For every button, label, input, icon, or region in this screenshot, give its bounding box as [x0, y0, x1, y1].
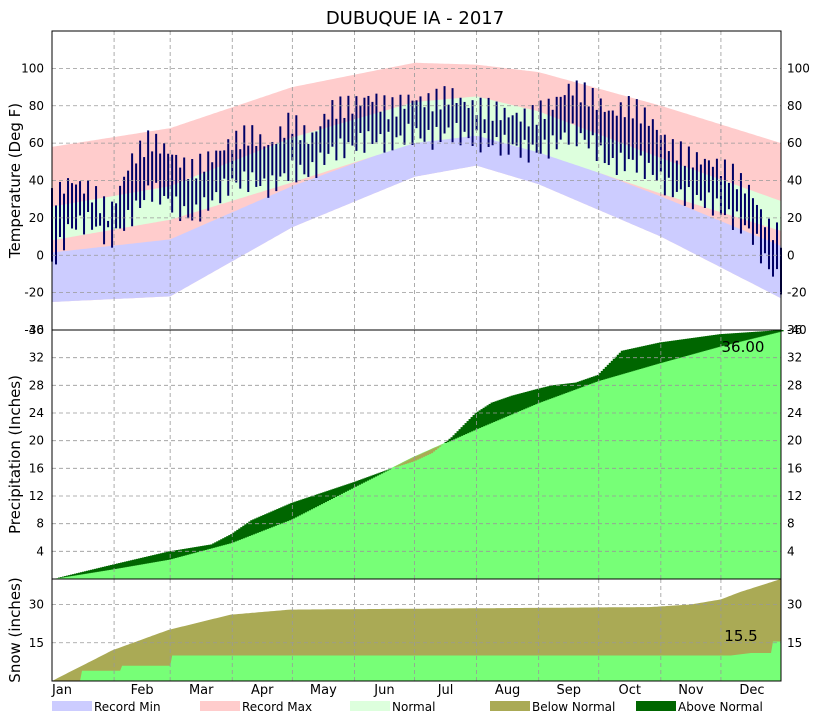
precip-above-normal — [384, 471, 387, 472]
y-tick-label-left: 8 — [36, 517, 44, 531]
y-tick-label-left: 30 — [29, 598, 44, 612]
legend-swatch — [636, 701, 676, 711]
legend-label: Below Normal — [532, 700, 615, 714]
legend-label: Normal — [392, 700, 435, 714]
x-tick-label: Nov — [678, 683, 704, 698]
y-tick-label-right: 80 — [787, 99, 802, 113]
snow-total-label: 15.5 — [724, 627, 757, 645]
y-tick-label-right: 40 — [787, 174, 802, 188]
x-tick-label: Sep — [556, 683, 581, 698]
precip-above-normal — [386, 470, 389, 471]
y-tick-label-right: 100 — [787, 61, 810, 75]
y-tick-label-left: 40 — [29, 174, 44, 188]
legend-swatch — [490, 701, 530, 711]
y-tick-label-left: 20 — [29, 434, 44, 448]
y-tick-label-left: 80 — [29, 99, 44, 113]
y-tick-label-left: 100 — [21, 61, 44, 75]
x-tick-label: Jun — [373, 683, 394, 698]
precip-below-normal — [439, 446, 442, 447]
y-tick-label-left: 24 — [29, 406, 44, 420]
x-tick-label: Oct — [619, 683, 641, 698]
legend-swatch — [350, 701, 390, 711]
y-tick-label-left: 20 — [29, 211, 44, 225]
x-tick-label: Apr — [251, 683, 274, 698]
y-tick-label-left: 32 — [29, 351, 44, 365]
y-tick-label-left: -20 — [24, 286, 44, 300]
chart-title: DUBUQUE IA - 2017 — [326, 8, 504, 29]
x-tick-label: Mar — [189, 683, 214, 698]
x-tick-label: Jan — [51, 683, 72, 698]
legend-label: Above Normal — [678, 700, 763, 714]
precip-normal-area — [52, 331, 781, 579]
y-tick-label-right: 36 — [787, 323, 802, 337]
legend-label: Record Min — [94, 700, 161, 714]
y-tick-label-right: 28 — [787, 378, 802, 392]
y-tick-label-left: 15 — [29, 636, 44, 650]
y-tick-label-left: 4 — [36, 544, 44, 558]
y-tick-label-right: 0 — [787, 248, 795, 262]
precip-total-label: 36.00 — [722, 338, 765, 356]
y-tick-label-right: 20 — [787, 434, 802, 448]
y-tick-label-right: 15 — [787, 636, 802, 650]
legend-swatch — [200, 701, 240, 711]
y-axis-label: Snow (inches) — [6, 577, 24, 682]
precip-above-normal — [445, 442, 448, 443]
legend-label: Record Max — [242, 700, 312, 714]
y-tick-label-left: 16 — [29, 461, 44, 475]
y-tick-label-right: 8 — [787, 517, 795, 531]
y-tick-label-right: 60 — [787, 136, 802, 150]
x-tick-label: Dec — [739, 683, 764, 698]
precip-below-normal — [437, 447, 440, 449]
y-tick-label-left: 12 — [29, 489, 44, 503]
x-tick-label: May — [310, 683, 337, 698]
y-tick-label-right: 30 — [787, 598, 802, 612]
y-tick-label-right: 16 — [787, 461, 802, 475]
y-tick-label-left: 36 — [29, 323, 44, 337]
y-tick-label-right: 24 — [787, 406, 802, 420]
x-tick-label: Jul — [437, 683, 454, 698]
precip-below-normal — [394, 466, 397, 467]
y-tick-label-left: 60 — [29, 136, 44, 150]
y-axis-label: Temperature (Deg F) — [6, 103, 24, 259]
y-tick-label-right: 12 — [787, 489, 802, 503]
y-tick-label-right: -20 — [787, 286, 807, 300]
x-tick-label: Feb — [131, 683, 154, 698]
y-tick-label-right: 20 — [787, 211, 802, 225]
x-tick-label: Aug — [495, 683, 520, 698]
y-tick-label-left: 0 — [36, 248, 44, 262]
y-tick-label-right: 4 — [787, 544, 795, 558]
y-axis-label: Precipitation (Inches) — [6, 375, 24, 534]
legend-swatch — [52, 701, 92, 711]
y-tick-label-right: 32 — [787, 351, 802, 365]
y-tick-label-left: 28 — [29, 378, 44, 392]
